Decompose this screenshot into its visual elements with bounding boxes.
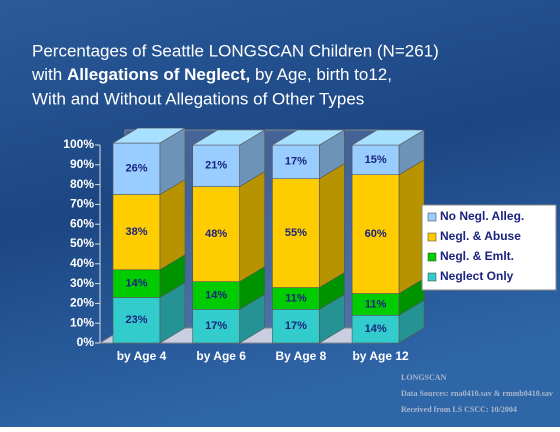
x-tick-label: By Age 8 <box>275 349 326 363</box>
bar-segment <box>351 174 400 294</box>
y-tick-label: 40% <box>70 256 94 270</box>
data-label: 26% <box>125 163 147 175</box>
data-label: 17% <box>285 156 307 168</box>
data-label: 23% <box>125 314 147 326</box>
bar-segment <box>272 178 320 288</box>
data-label: 55% <box>285 227 307 239</box>
data-label: 11% <box>285 292 307 304</box>
y-tick-label: 0% <box>77 335 95 349</box>
bar-top <box>111 127 187 144</box>
legend-label: Negl. & Emlt. <box>440 249 514 263</box>
data-label: 17% <box>285 320 307 332</box>
legend-box <box>421 204 557 291</box>
x-tick-label: by Age 6 <box>196 349 246 363</box>
y-tick-label: 50% <box>70 236 94 250</box>
y-tick-label: 10% <box>70 315 94 329</box>
data-label: 14% <box>125 278 147 290</box>
data-label: 48% <box>205 228 227 240</box>
bar-side <box>398 159 425 295</box>
bar-segment <box>192 281 240 310</box>
legend-label: Neglect Only <box>440 269 514 283</box>
title: Percentages of Seattle LONGSCAN Children… <box>31 41 439 108</box>
source-note: Received from LS CSCC: 10/2004 <box>401 405 517 414</box>
bar-segment <box>192 144 240 187</box>
data-label: 14% <box>205 289 227 301</box>
bar-segment <box>272 144 320 179</box>
y-tick-label: 60% <box>70 216 94 230</box>
data-label: 15% <box>365 154 387 166</box>
title-line: with Allegations of Neglect, by Age, bir… <box>31 65 392 84</box>
bar-segment <box>192 309 240 344</box>
legend-swatch <box>427 252 437 262</box>
y-tick-label: 90% <box>70 157 94 171</box>
title-line: With and Without Allegations of Other Ty… <box>32 89 364 108</box>
bar-segment <box>112 297 161 344</box>
legend-swatch <box>427 272 437 282</box>
source-note: LONGSCAN <box>401 373 447 382</box>
data-label: 21% <box>205 160 227 172</box>
bar-side <box>239 171 266 283</box>
y-tick-label: 30% <box>70 276 94 290</box>
data-label: 60% <box>365 228 387 240</box>
bar-segment <box>112 142 161 195</box>
x-tick-label: by Age 4 <box>117 349 167 363</box>
data-label: 17% <box>205 320 227 332</box>
y-tick-label: 20% <box>70 296 94 310</box>
bar-side <box>159 178 186 271</box>
legend-label: Negl. & Abuse <box>440 229 521 243</box>
legend-swatch <box>427 212 437 222</box>
bar-segment <box>192 186 240 282</box>
title-part: Allegations of Neglect, <box>67 65 250 84</box>
bar-side <box>319 163 345 289</box>
legend-label: No Negl. Alleg. <box>440 209 524 223</box>
data-label: 14% <box>365 323 387 335</box>
bar-segment <box>112 194 161 271</box>
title-line: Percentages of Seattle LONGSCAN Children… <box>32 41 439 60</box>
bar-top <box>191 129 266 146</box>
y-tick-label: 100% <box>63 137 94 151</box>
bar-top <box>271 129 346 146</box>
y-tick-label: 70% <box>70 197 94 211</box>
title-part: with <box>31 65 67 84</box>
legend-swatch <box>427 232 437 242</box>
y-tick-label: 80% <box>70 177 94 191</box>
bar-segment <box>351 144 400 176</box>
bar-segment <box>351 314 400 344</box>
bar-top <box>351 129 426 146</box>
data-label: 11% <box>365 298 387 310</box>
data-label: 38% <box>125 226 147 238</box>
x-tick-label: by Age 12 <box>352 349 409 363</box>
title-part: by Age, birth to12, <box>250 65 392 84</box>
source-note: Data Sources: rna0410.sav & rmmb0410.sav <box>401 389 553 398</box>
